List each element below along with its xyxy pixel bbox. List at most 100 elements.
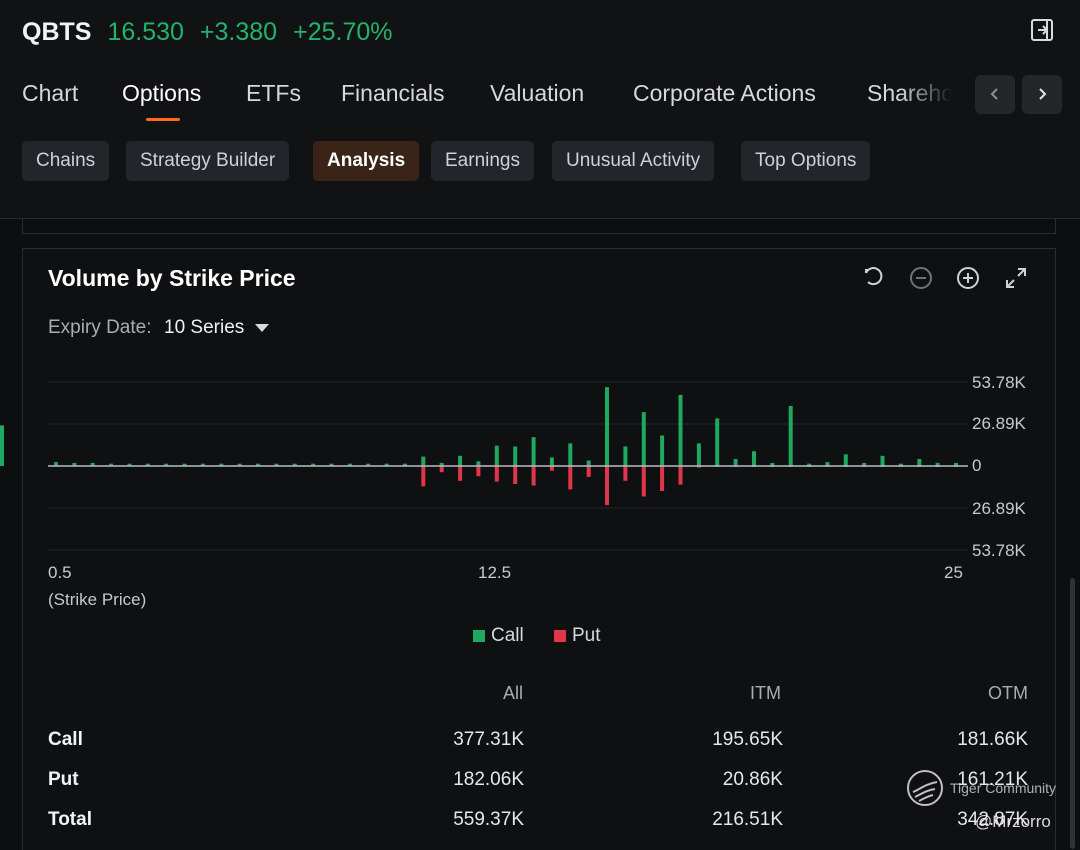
call-volume-bar[interactable] — [954, 462, 958, 466]
call-volume-bar[interactable] — [145, 463, 150, 466]
reset-icon[interactable] — [862, 266, 886, 290]
tab-corporate-actions[interactable]: Corporate Actions — [633, 80, 816, 106]
call-volume-bar[interactable] — [366, 463, 371, 466]
tab-chart[interactable]: Chart — [22, 80, 79, 106]
call-volume-bar[interactable] — [513, 446, 518, 467]
call-volume-bar[interactable] — [476, 461, 481, 466]
call-volume-bar[interactable] — [641, 412, 646, 466]
call-volume-bar[interactable] — [935, 462, 940, 466]
call-volume-bar[interactable] — [917, 459, 922, 466]
call-volume-bar[interactable] — [862, 462, 867, 466]
table-cell-call-itm: 195.65K — [712, 729, 783, 750]
put-volume-bar[interactable] — [458, 466, 463, 481]
subtab-analysis[interactable]: Analysis — [313, 141, 420, 181]
call-volume-bar[interactable] — [200, 463, 205, 466]
table-header-all: All — [503, 683, 524, 703]
put-volume-bar[interactable] — [494, 466, 499, 482]
call-volume-bar[interactable] — [72, 462, 77, 466]
put-volume-bar[interactable] — [623, 466, 628, 481]
tab-options[interactable]: Options — [122, 80, 202, 106]
put-volume-bar[interactable] — [605, 466, 609, 505]
put-volume-bar[interactable] — [641, 466, 646, 497]
call-volume-bar[interactable] — [568, 443, 573, 466]
call-volume-bar[interactable] — [531, 437, 536, 466]
table-cell-call-all: 377.31K — [453, 729, 524, 750]
put-volume-bar[interactable] — [549, 466, 554, 471]
tab-etfs[interactable]: ETFs — [246, 80, 301, 106]
call-volume-bar[interactable] — [274, 463, 279, 466]
call-volume-bar[interactable] — [219, 463, 224, 466]
put-volume-bar[interactable] — [586, 466, 591, 477]
call-volume-bar[interactable] — [421, 456, 426, 466]
call-volume-bar[interactable] — [182, 463, 187, 466]
call-volume-bar[interactable] — [623, 446, 628, 467]
put-volume-bar[interactable] — [531, 466, 536, 486]
call-volume-bar[interactable] — [311, 463, 316, 466]
tab-valuation[interactable]: Valuation — [490, 80, 585, 106]
call-volume-bar[interactable] — [347, 463, 352, 466]
legend-call[interactable]: Call — [473, 625, 524, 647]
call-volume-bar[interactable] — [605, 387, 609, 466]
call-volume-bar[interactable] — [384, 463, 389, 466]
caret-down-icon[interactable] — [255, 324, 269, 332]
call-volume-bar[interactable] — [256, 463, 260, 466]
call-volume-bar[interactable] — [733, 459, 738, 466]
exit-panel-icon[interactable] — [1030, 18, 1054, 42]
ticker-change: +3.380 — [199, 17, 278, 46]
chevron-right-icon — [1039, 88, 1047, 100]
fullscreen-icon[interactable] — [1004, 266, 1028, 290]
call-volume-bar[interactable] — [0, 425, 4, 466]
call-volume-bar[interactable] — [770, 462, 775, 466]
call-volume-bar[interactable] — [458, 455, 463, 466]
page-scrollbar[interactable] — [1070, 578, 1075, 849]
call-volume-bar[interactable] — [898, 463, 903, 466]
call-volume-bar[interactable] — [127, 463, 132, 466]
put-volume-bar[interactable] — [439, 466, 444, 473]
call-volume-bar[interactable] — [586, 460, 591, 467]
tabs-scroll-left-button[interactable] — [975, 75, 1015, 114]
zoom-out-icon[interactable] — [909, 266, 933, 290]
call-volume-bar[interactable] — [494, 445, 499, 466]
call-volume-bar[interactable] — [825, 462, 830, 466]
legend-put[interactable]: Put — [554, 625, 601, 647]
call-volume-bar[interactable] — [807, 463, 812, 466]
subtab-strategy-builder[interactable]: Strategy Builder — [126, 141, 290, 181]
call-volume-bar[interactable] — [678, 394, 683, 466]
call-volume-bar[interactable] — [292, 463, 297, 466]
table-cell-put-all: 182.06K — [453, 769, 524, 790]
subtab-chains[interactable]: Chains — [22, 141, 110, 181]
call-volume-bar[interactable] — [164, 463, 169, 466]
put-volume-bar[interactable] — [696, 466, 701, 468]
call-volume-bar[interactable] — [329, 463, 334, 466]
tab-financials[interactable]: Financials — [341, 80, 445, 106]
zoom-in-icon[interactable] — [956, 266, 980, 290]
call-volume-bar[interactable] — [843, 454, 848, 466]
call-volume-bar[interactable] — [715, 418, 720, 466]
subtab-top-options[interactable]: Top Options — [741, 141, 871, 181]
put-volume-bar[interactable] — [568, 466, 573, 490]
call-volume-bar[interactable] — [696, 443, 701, 466]
call-volume-bar[interactable] — [54, 462, 58, 466]
call-volume-bar[interactable] — [660, 435, 665, 467]
tabs-scroll-right-button[interactable] — [1022, 75, 1062, 114]
call-volume-bar[interactable] — [439, 462, 444, 466]
subtab-unusual-activity[interactable]: Unusual Activity — [552, 141, 715, 181]
call-volume-bar[interactable] — [109, 463, 114, 466]
put-volume-bar[interactable] — [513, 466, 518, 484]
call-volume-bar[interactable] — [788, 405, 793, 466]
put-volume-bar[interactable] — [421, 466, 426, 487]
put-volume-bar[interactable] — [476, 466, 481, 477]
x-tick-label: 0.5 — [48, 563, 72, 582]
subtab-earnings[interactable]: Earnings — [431, 141, 534, 181]
call-volume-bar[interactable] — [752, 451, 756, 466]
call-volume-bar[interactable] — [237, 463, 242, 466]
tabs-fade — [900, 76, 974, 116]
expiry-series-select[interactable]: 10 Series — [164, 317, 245, 338]
put-volume-bar[interactable] — [678, 466, 683, 485]
call-volume-bar[interactable] — [549, 457, 554, 466]
call-volume-bar[interactable] — [90, 462, 95, 466]
put-volume-bar[interactable] — [660, 466, 665, 491]
volume-by-strike-card — [22, 248, 1056, 850]
call-volume-bar[interactable] — [403, 463, 407, 466]
call-volume-bar[interactable] — [880, 455, 885, 466]
